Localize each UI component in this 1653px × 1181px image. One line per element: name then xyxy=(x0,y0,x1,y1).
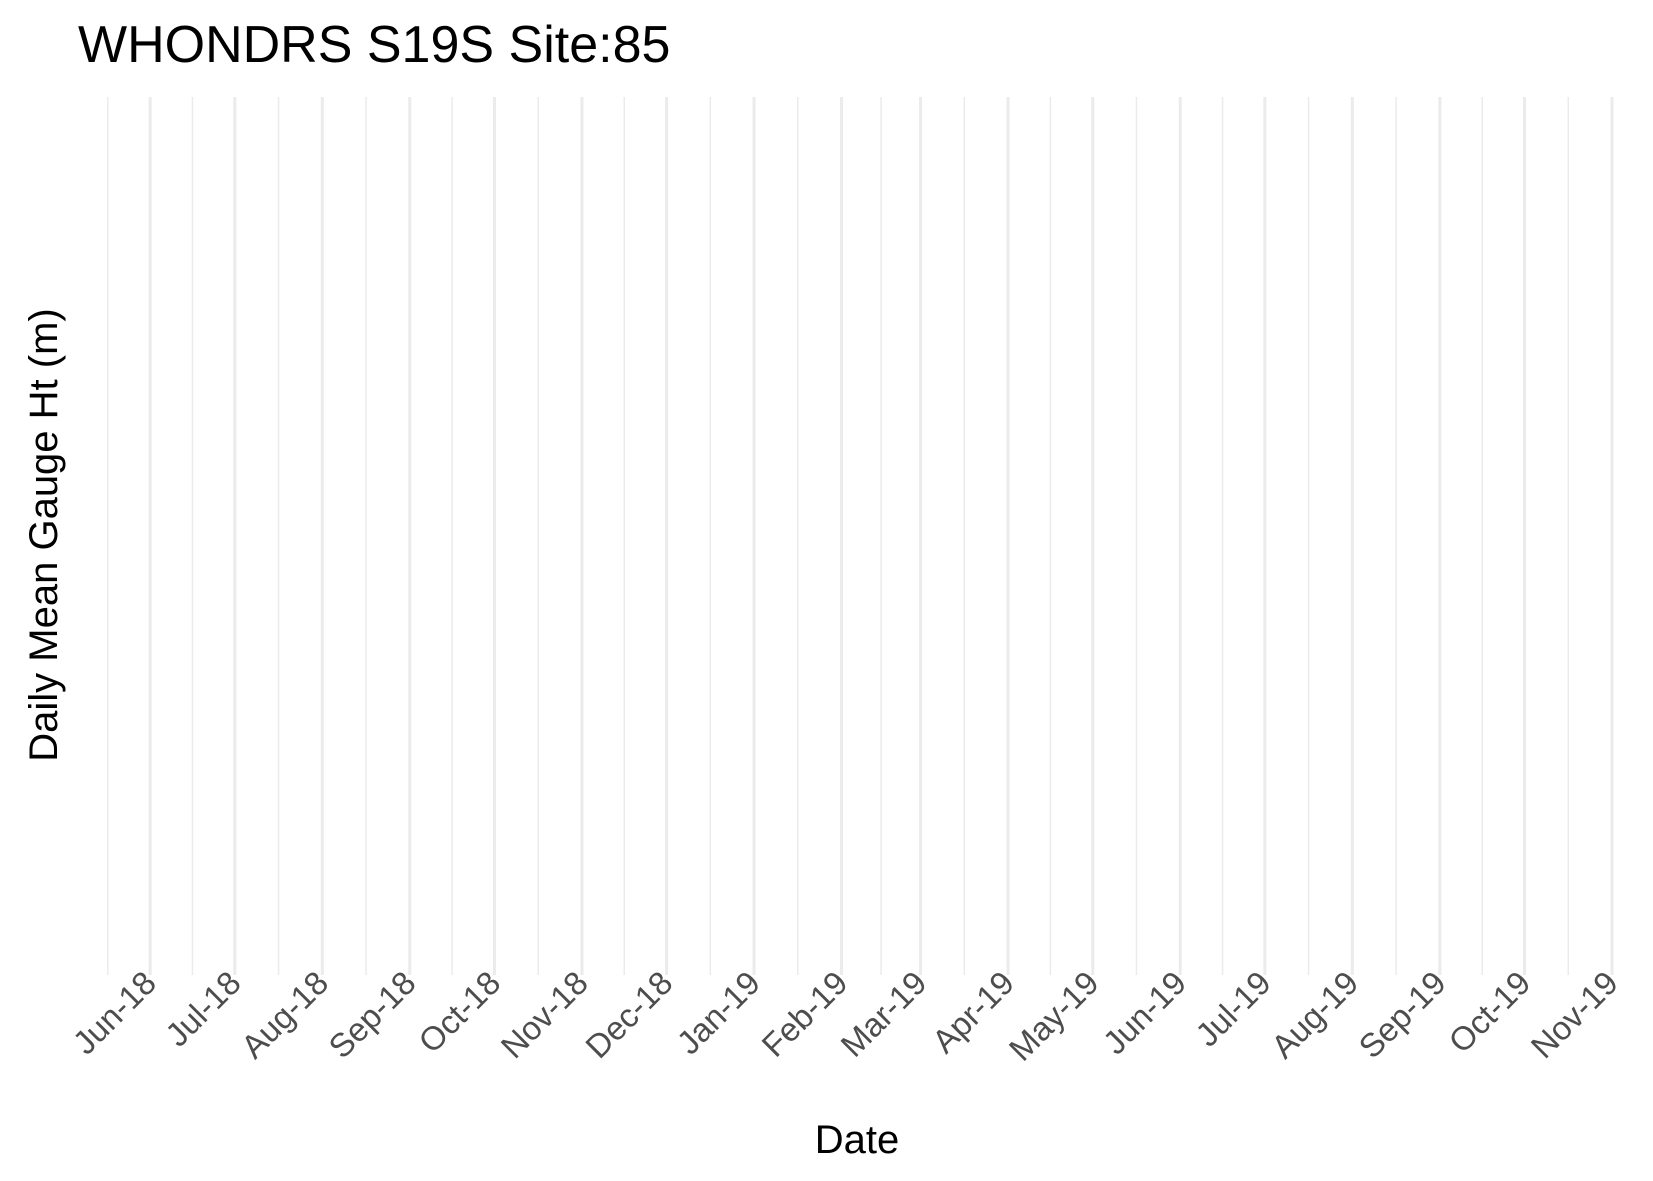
x-axis-tick-labels: Jun-18Jul-18Aug-18Sep-18Oct-18Nov-18Dec-… xyxy=(66,964,1625,1068)
x-tick-label: Jun-18 xyxy=(66,964,164,1062)
x-tick-label: Aug-19 xyxy=(1264,964,1365,1065)
x-tick-label: Sep-19 xyxy=(1351,964,1452,1065)
x-tick-label: Dec-18 xyxy=(578,964,679,1065)
x-tick-label: May-19 xyxy=(1002,964,1106,1068)
y-axis-title: Daily Mean Gauge Ht (m) xyxy=(22,308,66,761)
x-tick-label: Nov-19 xyxy=(1524,964,1625,1065)
minor-gridlines xyxy=(107,97,1570,975)
x-tick-label: Oct-18 xyxy=(411,964,507,1060)
plot-panel: Jun-18Jul-18Aug-18Sep-18Oct-18Nov-18Dec-… xyxy=(66,97,1625,1068)
x-tick-label: Sep-18 xyxy=(321,964,422,1065)
chart-title: WHONDRS S19S Site:85 xyxy=(78,16,670,74)
x-axis-title: Date xyxy=(815,1118,900,1162)
x-tick-label: Oct-19 xyxy=(1441,964,1537,1060)
x-tick-label: Jan-19 xyxy=(670,964,768,1062)
x-tick-label: Feb-19 xyxy=(754,964,854,1064)
x-tick-label: Nov-18 xyxy=(493,964,594,1065)
x-tick-label: Aug-18 xyxy=(234,964,335,1065)
x-tick-label: Jun-19 xyxy=(1096,964,1194,1062)
major-gridlines xyxy=(148,97,1614,975)
x-tick-label: Mar-19 xyxy=(833,964,933,1064)
